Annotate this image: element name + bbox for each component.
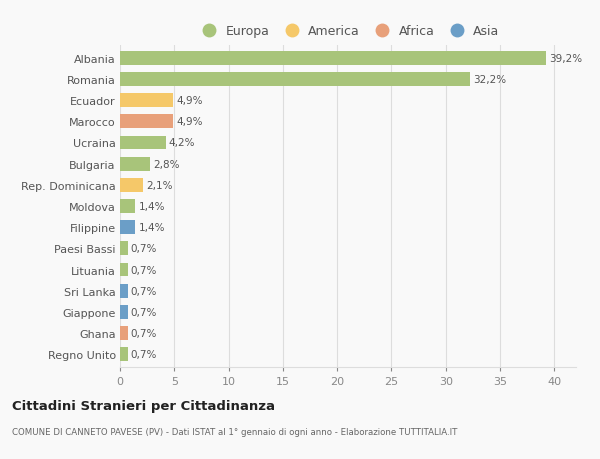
Bar (120, 136, 166, 150)
Bar (120, 305, 128, 319)
Text: 0,7%: 0,7% (131, 307, 157, 317)
Text: 4,9%: 4,9% (176, 117, 203, 127)
Text: 0,7%: 0,7% (131, 265, 157, 275)
Text: 2,8%: 2,8% (154, 159, 180, 169)
Bar (120, 221, 135, 235)
Bar (120, 284, 128, 298)
Bar (120, 347, 128, 361)
Text: 2,1%: 2,1% (146, 180, 173, 190)
Text: 4,9%: 4,9% (176, 96, 203, 106)
Bar (120, 115, 173, 129)
Text: 0,7%: 0,7% (131, 244, 157, 254)
Text: 0,7%: 0,7% (131, 328, 157, 338)
Text: 0,7%: 0,7% (131, 286, 157, 296)
Text: 39,2%: 39,2% (549, 54, 582, 64)
Text: Cittadini Stranieri per Cittadinanza: Cittadini Stranieri per Cittadinanza (12, 399, 275, 412)
Bar (120, 263, 128, 277)
Bar (120, 73, 470, 87)
Bar (120, 52, 545, 66)
Text: 4,2%: 4,2% (169, 138, 196, 148)
Bar (120, 157, 151, 171)
Text: 0,7%: 0,7% (131, 349, 157, 359)
Bar (120, 94, 173, 108)
Bar (120, 326, 128, 340)
Text: 32,2%: 32,2% (473, 75, 506, 85)
Text: 1,4%: 1,4% (139, 202, 165, 212)
Bar (120, 242, 128, 256)
Text: COMUNE DI CANNETO PAVESE (PV) - Dati ISTAT al 1° gennaio di ogni anno - Elaboraz: COMUNE DI CANNETO PAVESE (PV) - Dati IST… (12, 427, 457, 436)
Bar (120, 200, 135, 213)
Legend: Europa, America, Africa, Asia: Europa, America, Africa, Asia (191, 20, 505, 43)
Text: 1,4%: 1,4% (139, 223, 165, 233)
Bar (120, 179, 143, 192)
